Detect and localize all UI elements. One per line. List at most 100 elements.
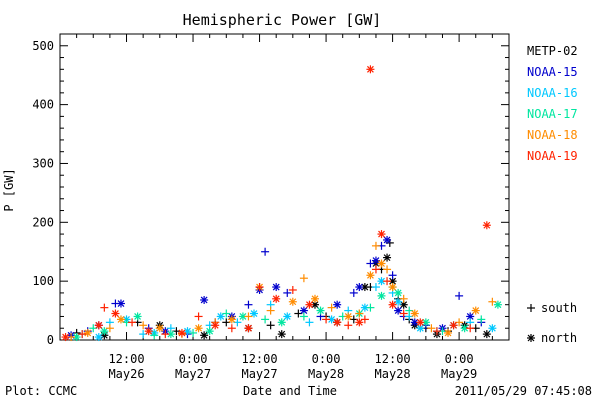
data-point [299,274,308,283]
data-point [488,297,497,306]
x-tick-time: 12:00 [108,352,144,366]
data-point [344,321,353,330]
data-point [116,315,125,324]
data-point [493,300,502,309]
data-point [399,294,408,303]
data-point [371,283,380,292]
y-tick-label: 200 [32,215,54,229]
data-point [322,315,331,324]
data-point [455,291,464,300]
data-point [355,309,364,318]
data-point [410,309,419,318]
data-point [449,321,458,330]
data-point [194,324,203,333]
x-tick-date: May28 [375,367,411,381]
x-tick-time: 0:00 [179,352,208,366]
data-point [394,288,403,297]
data-point [128,318,137,327]
data-point [477,315,486,324]
data-point [471,306,480,315]
legend: METP-02 NOAA-15 NOAA-16 NOAA-17 NOAA-18 NOAA-… [527,44,578,345]
data-point [488,324,497,333]
data-point [94,333,103,342]
y-axis-label: P [GW] [2,168,16,211]
data-point [216,312,225,321]
data-point [421,318,430,327]
data-point [377,230,386,239]
data-point [299,312,308,321]
x-tick-time: 0:00 [312,352,341,366]
data-point [272,283,281,292]
x-axis-label: Date and Time [243,384,337,398]
data-point [155,324,164,333]
data-point [277,330,286,339]
data-point [371,241,380,250]
x-tick-time: 0:00 [445,352,474,366]
data-point [266,321,275,330]
data-point [111,309,120,318]
data-point [360,303,369,312]
data-point [288,297,297,306]
data-point [355,283,364,292]
data-point [383,277,392,286]
data-point [482,330,491,339]
data-point [200,331,209,340]
data-point [244,312,253,321]
y-tick-label: 500 [32,39,54,53]
y-tick-label: 400 [32,98,54,112]
data-points [61,65,502,342]
data-point [349,288,358,297]
data-point [227,315,236,324]
data-point [399,309,408,318]
x-tick-time: 12:00 [375,352,411,366]
data-point [250,309,259,318]
data-point [388,271,397,280]
data-point [482,221,491,230]
data-point [394,306,403,315]
x-tick-date: May27 [241,367,277,381]
data-point [100,303,109,312]
data-point [255,283,264,292]
y-tick-label: 300 [32,156,54,170]
data-point [283,312,292,321]
data-point [383,253,392,262]
data-point [333,318,342,327]
data-point [244,324,253,333]
data-point [316,306,325,315]
data-point [116,299,125,308]
south-marker-icon [527,304,535,312]
data-point [222,309,231,318]
data-point [344,312,353,321]
data-point [377,259,386,268]
chart-title: Hemispheric Power [GW] [183,11,382,29]
data-point [466,324,475,333]
legend-entry: NOAA-16 [527,86,578,100]
plot-frame [59,33,510,341]
data-point [78,330,87,339]
data-point [161,330,170,339]
data-point [444,328,453,337]
x-tick-time: 12:00 [241,352,277,366]
data-point [371,265,380,274]
x-tick-date: May27 [175,367,211,381]
data-point [310,294,319,303]
data-point [200,295,209,304]
data-point [189,328,198,337]
data-point [366,271,375,280]
legend-entry: NOAA-17 [527,107,578,121]
data-point [272,294,281,303]
x-tick-date: May28 [308,367,344,381]
data-point [83,328,92,337]
footer-timestamp: 2011/05/29 07:45:08 [455,384,592,398]
data-point [383,235,392,244]
data-point [133,312,142,321]
north-marker-icon [527,334,535,342]
data-point [139,321,148,330]
data-point [72,333,81,342]
y-tick-label: 0 [47,333,54,347]
data-point [61,333,70,342]
data-point [416,318,425,327]
legend-marker-label: north [541,331,577,345]
legend-entry: NOAA-18 [527,128,578,142]
axes: 010020030040050012:00May260:00May2712:00… [32,33,510,381]
